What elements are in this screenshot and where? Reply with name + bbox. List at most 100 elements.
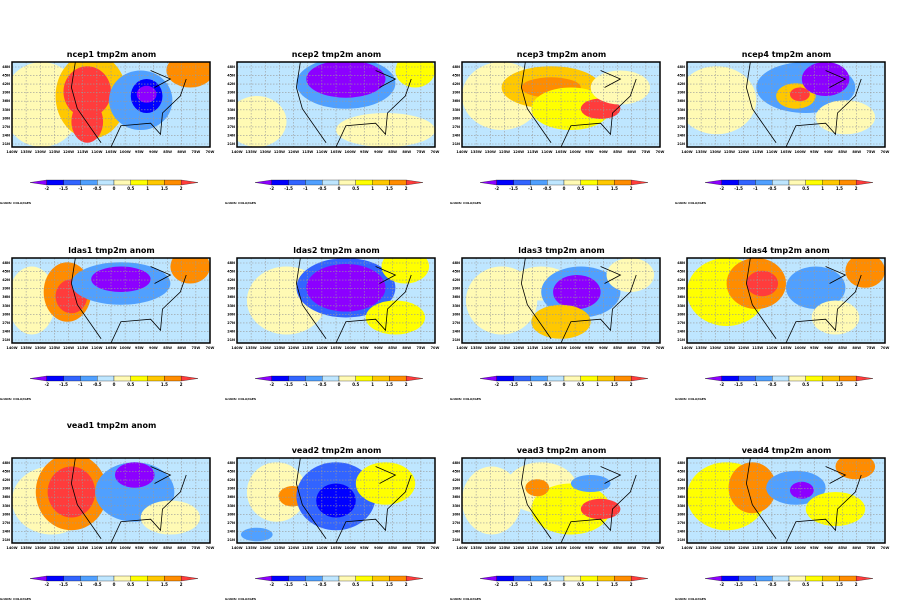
anomaly-region [746, 270, 779, 297]
colorbar-label: -1.5 [509, 582, 518, 587]
colorbar-label: 0.5 [127, 186, 134, 191]
colorbar-label: -2 [495, 186, 500, 191]
colorbar-swatch [631, 179, 649, 186]
lon-tick-label: 105W [330, 546, 341, 550]
map-frame [686, 61, 886, 148]
map-panel: ldas4 tmp2m anom 140W 135W 130W 125W 120W 115W… [0, 0, 890, 401]
lon-tick-label: 125W [274, 150, 285, 154]
colorbar-label: -0.5 [543, 382, 552, 387]
anomaly-region [525, 479, 550, 497]
lon-tick-label: 135W [471, 546, 482, 550]
lon-tick-label: 115W [302, 150, 313, 154]
lat-tick-label: 21N [452, 538, 460, 542]
anomaly-region [170, 258, 210, 284]
anomaly-region [114, 462, 155, 488]
lon-tick-label: 120W [288, 150, 299, 154]
lon-tick-label: 85W [388, 546, 397, 550]
lon-tick-label: 125W [49, 346, 60, 350]
lon-tick-label: 130W [485, 346, 496, 350]
colorbar-label: 0 [338, 382, 341, 387]
colorbar-label: 0 [563, 582, 566, 587]
colorbar-swatch [181, 179, 199, 186]
lat-tick-label: 42N [227, 278, 235, 282]
lon-tick-label: 130W [35, 150, 46, 154]
lon-tick-label: 115W [77, 346, 88, 350]
lon-tick-label: 120W [513, 346, 524, 350]
colorbar-label: -0.5 [768, 582, 777, 587]
lat-tick-label: 45N [227, 270, 235, 274]
colorbar-label: 1.5 [161, 582, 168, 587]
lat-tick-label: 33N [452, 108, 460, 112]
anomaly-region [789, 481, 814, 499]
lat-tick-label: 39N [452, 287, 460, 291]
colorbar-label: 1 [146, 186, 149, 191]
panel-title: vead1 tmp2m anom [66, 421, 157, 430]
lat-tick-label: 33N [677, 108, 685, 112]
lat-tick-label: 30N [227, 116, 235, 120]
colorbar-label: -0.5 [93, 582, 102, 587]
lat-tick-label: 42N [452, 82, 460, 86]
grads-footer: GrADS: COLA/IGES [675, 397, 706, 401]
coastline [295, 62, 412, 147]
colorbar-label: -0.5 [318, 582, 327, 587]
lon-tick-label: 90W [374, 546, 383, 550]
map-panel: ncep4 tmp2m anom 140W 135W 130W 125W 120W 115W… [0, 0, 890, 205]
panel-title: ncep3 tmp2m anom [516, 50, 607, 59]
lon-tick-label: 80W [177, 346, 186, 350]
anomaly-region [786, 266, 846, 309]
lat-tick-label: 48N [227, 261, 235, 265]
anomaly-region [553, 275, 601, 309]
colorbar-label: 2 [855, 382, 858, 387]
anomaly-region [355, 462, 416, 505]
lon-tick-label: 140W [681, 546, 692, 550]
lon-tick-label: 110W [541, 546, 552, 550]
lat-tick-label: 27N [452, 521, 460, 525]
colorbar-label: 2 [855, 186, 858, 191]
lat-tick-label: 36N [227, 495, 235, 499]
lat-tick-label: 39N [227, 487, 235, 491]
lon-tick-label: 140W [681, 346, 692, 350]
colorbar-swatch [181, 375, 199, 382]
map-panel: vead2 tmp2m anom 140W 135W 130W 125W 120W 115W… [0, 0, 440, 600]
lat-tick-label: 21N [677, 338, 685, 342]
colorbar-label: -1 [753, 582, 758, 587]
lon-tick-label: 120W [738, 546, 749, 550]
lat-tick-label: 36N [452, 295, 460, 299]
colorbar-label: -0.5 [768, 186, 777, 191]
colorbar-label: 2 [180, 382, 183, 387]
anomaly-region [590, 70, 651, 105]
colorbar-label: 1.5 [836, 382, 843, 387]
anomaly-region [306, 62, 386, 98]
lon-tick-label: 80W [627, 346, 636, 350]
map-panel: vead1 tmp2m anom 140W 135W 130W 125W 120W 115W… [0, 0, 225, 600]
colorbar-label: 1 [821, 186, 824, 191]
lon-tick-label: 85W [838, 150, 847, 154]
colorbar-label: -2 [720, 382, 725, 387]
colorbar-label: -0.5 [318, 186, 327, 191]
lat-tick-label: 45N [227, 74, 235, 78]
lat-tick-label: 45N [2, 470, 10, 474]
lat-tick-label: 36N [2, 295, 10, 299]
map-panel: ldas1 tmp2m anom 140W 135W 130W 125W 120W 115W… [0, 0, 225, 401]
colorbar-label: -2 [495, 582, 500, 587]
colorbar-label: -1.5 [59, 382, 68, 387]
lat-tick-label: 45N [677, 470, 685, 474]
lon-tick-label: 95W [135, 150, 144, 154]
colorbar-label: 0 [338, 186, 341, 191]
lat-tick-label: 30N [452, 512, 460, 516]
coastline [70, 62, 187, 147]
lon-tick-label: 115W [302, 346, 313, 350]
lon-tick-label: 130W [35, 546, 46, 550]
lon-tick-label: 95W [135, 546, 144, 550]
colorbar-label: -1.5 [734, 382, 743, 387]
lon-tick-label: 105W [780, 346, 791, 350]
colorbar-swatch [755, 575, 773, 582]
map-frame [11, 457, 211, 544]
lon-tick-label: 75W [866, 346, 875, 350]
colorbar-label: -1 [303, 186, 308, 191]
